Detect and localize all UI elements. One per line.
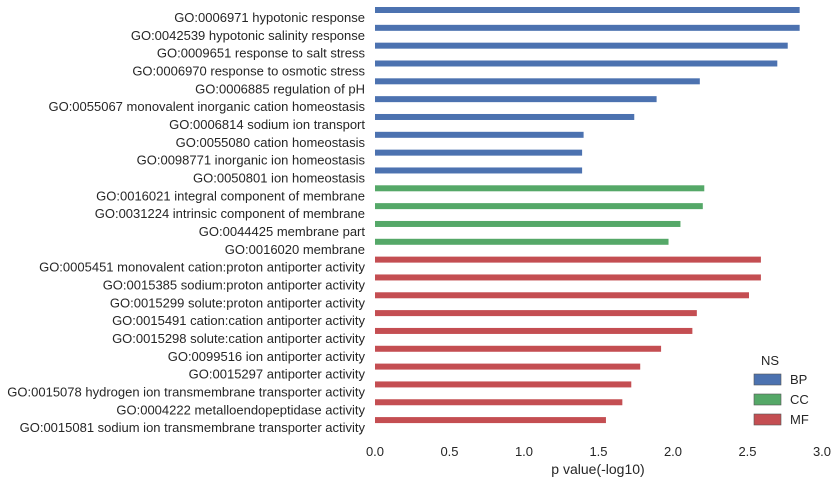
legend-swatch-bp (753, 373, 782, 386)
x-tick-label: 1.5 (589, 444, 607, 459)
category-label: GO:0004222 metalloendopeptidase activity (116, 402, 365, 417)
category-label: GO:0015081 sodium ion transmembrane tran… (20, 420, 366, 435)
bar-bp (375, 42, 788, 49)
bar-mf (375, 310, 697, 317)
legend-label-cc: CC (790, 392, 809, 407)
category-label: GO:0015078 hydrogen ion transmembrane tr… (7, 384, 365, 399)
legend-swatch-mf (753, 413, 782, 426)
category-labels: GO:0006971 hypotonic response GO:0042539 … (7, 10, 365, 435)
category-label: GO:0015298 solute:cation antiporter acti… (112, 331, 365, 346)
bar-bp (375, 131, 584, 138)
category-label: GO:0016021 integral component of membran… (96, 188, 365, 203)
category-label: GO:0050801 ion homeostasis (193, 170, 365, 185)
x-axis-ticks: 0.0 0.5 1.0 1.5 2.0 2.5 3.0 (366, 444, 831, 459)
category-label: GO:0099516 ion antiporter activity (168, 349, 366, 364)
bar-mf (375, 363, 641, 370)
category-label: GO:0055080 cation homeostasis (176, 135, 366, 150)
category-label: GO:0006814 sodium ion transport (169, 117, 365, 132)
category-label: GO:0009651 response to salt stress (157, 46, 366, 61)
bar-bp (375, 24, 800, 31)
legend-label-bp: BP (790, 372, 807, 387)
bar-bp (375, 96, 657, 103)
bar-bp (375, 167, 583, 174)
legend-label-mf: MF (790, 412, 809, 427)
bar-cc (375, 185, 705, 192)
bar-cc (375, 238, 669, 245)
category-label: GO:0098771 inorganic ion homeostasis (137, 153, 366, 168)
x-tick-label: 0.5 (440, 444, 458, 459)
bar-bp (375, 60, 778, 67)
category-label: GO:0015299 solute:proton antiporter acti… (110, 295, 366, 310)
category-label: GO:0006971 hypotonic response (174, 10, 365, 25)
category-label: GO:0006970 response to osmotic stress (132, 63, 365, 78)
x-tick-label: 2.0 (664, 444, 682, 459)
category-label: GO:0016020 membrane (225, 242, 365, 257)
x-tick-label: 3.0 (813, 444, 831, 459)
category-label: GO:0005451 monovalent cation:proton anti… (39, 260, 365, 275)
category-label: GO:0015491 cation:cation antiporter acti… (112, 313, 365, 328)
legend: NS BP CC MF (753, 353, 809, 427)
bar-bp (375, 7, 800, 13)
bar-group (375, 7, 800, 424)
legend-swatch-cc (753, 393, 782, 406)
legend-title: NS (761, 353, 779, 368)
category-label: GO:0015297 antiporter activity (189, 367, 366, 382)
x-tick-label: 1.0 (515, 444, 533, 459)
bar-mf (375, 292, 749, 299)
x-tick-label: 2.5 (738, 444, 756, 459)
category-label: GO:0044425 membrane part (199, 224, 366, 239)
bar-mf (375, 417, 606, 424)
bar-mf (375, 256, 761, 263)
bar-cc (375, 203, 703, 210)
x-tick-label: 0.0 (366, 444, 384, 459)
bar-bp (375, 78, 700, 85)
category-label: GO:0042539 hypotonic salinity response (131, 28, 365, 43)
bar-bp (375, 149, 583, 156)
category-label: GO:0006885 regulation of pH (195, 81, 365, 96)
bar-mf (375, 274, 761, 281)
bar-bp (375, 113, 635, 120)
category-label: GO:0055067 monovalent inorganic cation h… (48, 99, 365, 114)
category-label: GO:0031224 intrinsic component of membra… (95, 206, 365, 221)
bar-mf (375, 381, 632, 388)
bar-mf (375, 399, 623, 406)
category-label: GO:0015385 sodium:proton antiporter acti… (103, 277, 366, 292)
bar-mf (375, 327, 693, 334)
x-axis-label: p value(-log10) (551, 461, 644, 477)
bar-cc (375, 220, 681, 227)
bar-mf (375, 345, 662, 352)
